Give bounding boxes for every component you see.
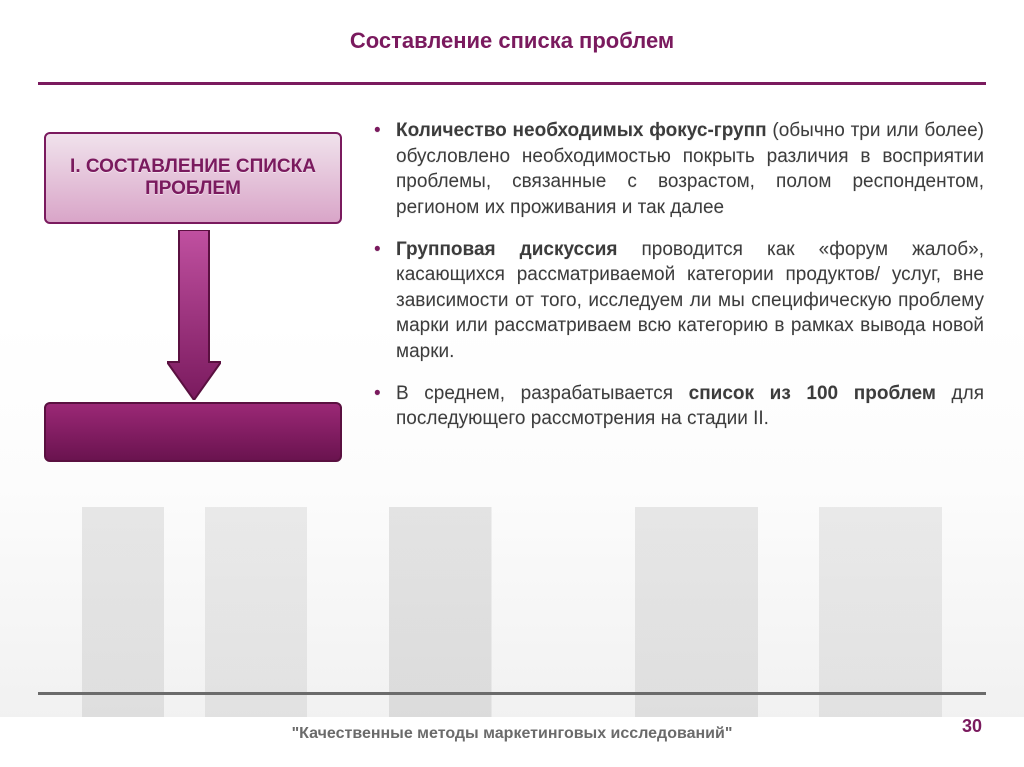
step-box-1: I. СОСТАВЛЕНИЕ СПИСКА ПРОБЛЕМ [44, 132, 342, 224]
arrow-down-icon [167, 230, 221, 400]
bullet-list: Количество необходимых фокус-групп (обыч… [374, 118, 984, 432]
bullet-item: Количество необходимых фокус-групп (обыч… [374, 118, 984, 221]
bullet-item: В среднем, разрабатывается список из 100… [374, 381, 984, 432]
footer-divider [38, 692, 986, 695]
bullet-item: Групповая дискуссия проводится как «фору… [374, 237, 984, 365]
bullet-content: Количество необходимых фокус-групп (обыч… [374, 118, 984, 448]
page-number: 30 [962, 716, 982, 737]
step-box-2 [44, 402, 342, 462]
footer-caption: "Качественные методы маркетинговых иссле… [0, 724, 1024, 745]
title-divider [38, 82, 986, 85]
slide-title: Составление списка проблем [0, 28, 1024, 54]
step-box-1-label: I. СОСТАВЛЕНИЕ СПИСКА ПРОБЛЕМ [56, 156, 330, 200]
